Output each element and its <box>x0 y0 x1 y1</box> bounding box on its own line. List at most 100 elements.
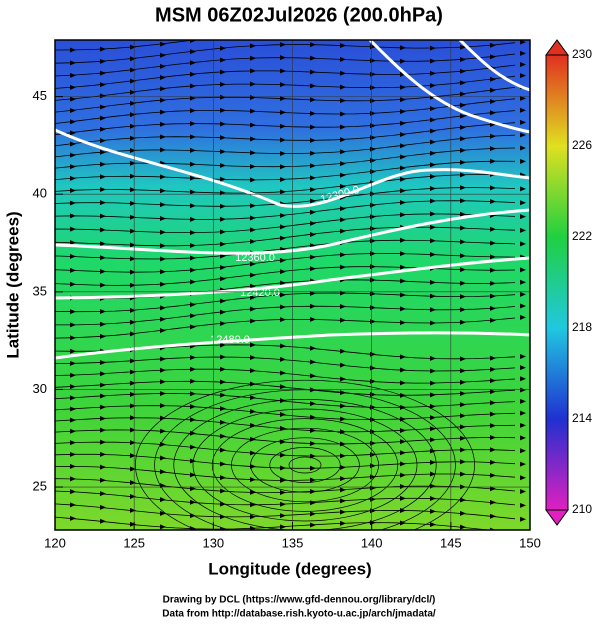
stream-arrow <box>340 476 346 482</box>
stream-arrow <box>190 134 196 140</box>
stream-arrow <box>430 186 436 192</box>
stream-arrow <box>430 32 436 37</box>
stream-arrow <box>340 84 346 90</box>
stream-arrow <box>400 212 406 218</box>
stream-arrow <box>160 305 166 311</box>
stream-arrow <box>250 43 256 49</box>
stream-arrow <box>250 215 256 221</box>
stream-arrow <box>340 149 346 155</box>
stream-arrow <box>310 83 316 89</box>
stream-arrow <box>220 406 226 412</box>
stream-arrow <box>250 502 256 508</box>
stream-arrow <box>460 124 466 130</box>
stream-arrow <box>70 384 76 390</box>
stream-arrow <box>70 463 76 469</box>
stream-arrow <box>430 320 436 326</box>
stream-arrow <box>70 322 76 328</box>
streamline <box>55 147 516 171</box>
vortex-streamline <box>250 437 360 493</box>
stream-arrow <box>100 491 106 497</box>
stream-arrow <box>520 435 526 441</box>
stream-arrow <box>310 55 316 61</box>
stream-arrow <box>100 126 106 132</box>
stream-arrow <box>340 56 346 62</box>
stream-arrow <box>130 391 136 397</box>
stream-arrow <box>490 267 496 273</box>
stream-arrow <box>250 163 256 169</box>
stream-arrow <box>160 41 166 47</box>
stream-arrow <box>70 141 76 147</box>
stream-arrow <box>490 240 496 246</box>
stream-arrow <box>280 370 286 376</box>
stream-arrow <box>70 164 76 170</box>
stream-arrow <box>190 313 196 319</box>
stream-arrow <box>460 198 466 204</box>
stream-arrow <box>190 539 196 544</box>
plot-frame <box>54 39 531 531</box>
stream-arrow <box>190 267 196 273</box>
stream-arrow <box>100 149 106 155</box>
stream-arrow <box>400 520 406 526</box>
stream-arrow <box>310 175 316 181</box>
stream-arrow <box>160 455 166 461</box>
stream-arrow <box>430 496 436 502</box>
stream-arrow <box>160 229 166 235</box>
stream-arrow <box>220 69 226 75</box>
stream-arrow <box>100 227 106 233</box>
stream-arrow <box>280 213 286 219</box>
vortex-streamline <box>231 427 379 503</box>
stream-arrow <box>190 147 196 153</box>
stream-arrow <box>100 58 106 64</box>
stream-arrow <box>160 86 166 92</box>
stream-arrow <box>460 80 466 86</box>
contour-label: 12480.0 <box>210 334 250 346</box>
stream-arrow <box>70 309 76 315</box>
stream-arrow <box>520 50 526 56</box>
stream-arrow <box>100 46 106 52</box>
stream-arrow <box>70 96 76 102</box>
stream-arrow <box>310 124 316 130</box>
streamline <box>55 110 516 136</box>
stream-arrow <box>340 416 346 422</box>
stream-arrow <box>220 45 226 51</box>
stream-arrow <box>280 501 286 507</box>
stream-arrow <box>340 509 346 515</box>
stream-arrow <box>100 213 106 219</box>
stream-arrow <box>370 30 376 35</box>
stream-arrow <box>340 124 346 130</box>
stream-arrow <box>220 392 226 398</box>
stream-arrow <box>160 510 166 516</box>
stream-arrow <box>490 423 496 429</box>
stream-arrow <box>310 359 316 365</box>
stream-arrow <box>430 224 436 230</box>
stream-arrow <box>430 70 436 76</box>
stream-arrow <box>520 488 526 494</box>
stream-arrow <box>460 91 466 97</box>
stream-arrow <box>70 84 76 90</box>
stream-arrow <box>130 187 136 193</box>
stream-arrow <box>460 524 466 530</box>
stream-arrow <box>310 489 316 495</box>
stream-arrow <box>130 160 136 166</box>
stream-arrow <box>280 524 286 530</box>
contour-line <box>55 331 530 360</box>
stream-arrow <box>400 278 406 284</box>
stream-arrow <box>520 387 526 393</box>
stream-arrow <box>100 255 106 261</box>
stream-arrow <box>250 177 256 183</box>
stream-arrow <box>460 113 466 119</box>
stream-arrow <box>430 279 436 285</box>
stream-arrow <box>100 416 106 422</box>
stream-arrow <box>400 200 406 206</box>
stream-arrow <box>460 356 466 362</box>
stream-arrow <box>310 373 316 379</box>
stream-arrow <box>430 198 436 204</box>
stream-arrow <box>430 83 436 89</box>
stream-arrow <box>400 367 406 373</box>
stream-arrow <box>220 253 226 259</box>
stream-arrow <box>430 211 436 217</box>
stream-arrow <box>280 224 286 230</box>
stream-arrow <box>400 109 406 115</box>
stream-arrow <box>280 68 286 74</box>
stream-arrow <box>220 229 226 235</box>
